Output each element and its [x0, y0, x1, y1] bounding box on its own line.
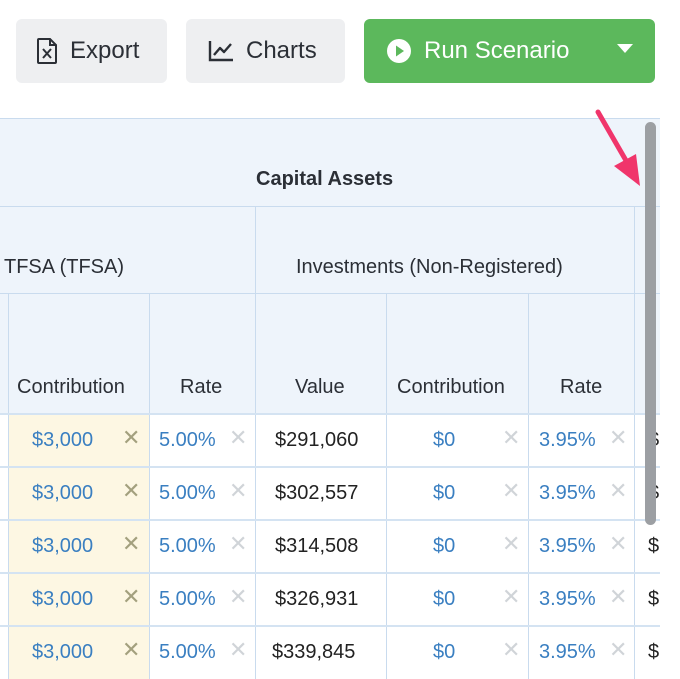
clear-icon[interactable]: ✕	[229, 584, 248, 609]
annotation-arrow-icon	[595, 109, 640, 186]
clear-icon[interactable]: ✕	[229, 531, 248, 556]
inv-rate-cell[interactable]: 3.95%	[539, 534, 596, 557]
clear-icon[interactable]: ✕	[502, 584, 521, 609]
tfsa-rate-cell[interactable]: 5.00%	[159, 428, 216, 451]
column-header-inv-rate[interactable]: Rate	[560, 376, 603, 398]
divider	[0, 413, 660, 415]
charts-label: Charts	[246, 37, 317, 64]
run-scenario-label: Run Scenario	[424, 37, 570, 64]
tfsa-contribution-cell[interactable]: $3,000	[32, 587, 94, 610]
tfsa-contribution-column-highlight	[8, 414, 149, 679]
clear-icon[interactable]: ✕	[122, 531, 141, 556]
inv-value-cell: $291,060	[275, 428, 359, 451]
divider	[0, 118, 660, 119]
caret-down-icon[interactable]	[617, 44, 633, 53]
clear-icon[interactable]: ✕	[229, 637, 248, 662]
clear-icon[interactable]: ✕	[609, 584, 628, 609]
divider	[0, 466, 660, 468]
next-column-cell: $	[648, 534, 660, 557]
clear-icon[interactable]: ✕	[609, 637, 628, 662]
inv-contribution-cell[interactable]: $0	[433, 587, 456, 610]
tfsa-contribution-cell[interactable]: $3,000	[32, 534, 94, 557]
tfsa-rate-cell[interactable]: 5.00%	[159, 534, 216, 557]
clear-icon[interactable]: ✕	[502, 425, 521, 450]
divider	[149, 293, 150, 679]
clear-icon[interactable]: ✕	[122, 425, 141, 450]
clear-icon[interactable]: ✕	[122, 584, 141, 609]
tfsa-contribution-cell[interactable]: $3,000	[32, 640, 94, 663]
divider	[0, 519, 660, 521]
next-column-cell: $	[648, 587, 660, 610]
divider	[634, 206, 635, 293]
export-label: Export	[70, 37, 140, 64]
clear-icon[interactable]: ✕	[502, 637, 521, 662]
column-header-row	[0, 293, 660, 414]
divider	[386, 293, 387, 679]
divider	[0, 625, 660, 627]
run-scenario-button[interactable]: Run Scenario	[364, 19, 655, 83]
clear-icon[interactable]: ✕	[609, 425, 628, 450]
divider	[0, 572, 660, 574]
divider	[0, 293, 660, 294]
tfsa-rate-cell[interactable]: 5.00%	[159, 481, 216, 504]
clear-icon[interactable]: ✕	[122, 478, 141, 503]
inv-contribution-cell[interactable]: $0	[433, 534, 456, 557]
export-button[interactable]: Export	[16, 19, 167, 83]
inv-contribution-cell[interactable]: $0	[433, 428, 456, 451]
divider	[255, 293, 256, 679]
divider	[0, 206, 660, 207]
inv-contribution-cell[interactable]: $0	[433, 481, 456, 504]
divider	[8, 293, 9, 679]
clear-icon[interactable]: ✕	[122, 637, 141, 662]
group-header-row	[0, 118, 660, 206]
group-header-capital-assets: Capital Assets	[256, 168, 394, 190]
line-chart-icon	[208, 40, 234, 62]
account-header-tfsa: TFSA (TFSA)	[4, 256, 124, 278]
column-header-tfsa-rate[interactable]: Rate	[180, 376, 223, 398]
tfsa-rate-cell[interactable]: 5.00%	[159, 587, 216, 610]
charts-button[interactable]: Charts	[186, 19, 345, 83]
tfsa-contribution-cell[interactable]: $3,000	[32, 481, 94, 504]
inv-rate-cell[interactable]: 3.95%	[539, 587, 596, 610]
projection-grid: Capital Assets TFSA (TFSA) Investments (…	[0, 118, 660, 679]
clear-icon[interactable]: ✕	[229, 478, 248, 503]
inv-value-cell: $314,508	[275, 534, 359, 557]
inv-value-cell: $302,557	[275, 481, 359, 504]
next-column-cell: $	[648, 640, 660, 663]
excel-file-icon	[36, 38, 58, 64]
play-circle-icon	[386, 38, 412, 64]
vertical-scrollbar[interactable]	[645, 122, 656, 525]
toolbar: Export Charts Run Scenario	[0, 0, 680, 110]
divider	[255, 206, 256, 293]
inv-value-cell: $339,845	[272, 640, 356, 663]
inv-rate-cell[interactable]: 3.95%	[539, 640, 596, 663]
inv-contribution-cell[interactable]: $0	[433, 640, 456, 663]
account-header-row	[0, 206, 660, 293]
clear-icon[interactable]: ✕	[229, 425, 248, 450]
clear-icon[interactable]: ✕	[502, 478, 521, 503]
inv-rate-cell[interactable]: 3.95%	[539, 428, 596, 451]
clear-icon[interactable]: ✕	[502, 531, 521, 556]
divider	[634, 293, 635, 679]
clear-icon[interactable]: ✕	[609, 531, 628, 556]
inv-rate-cell[interactable]: 3.95%	[539, 481, 596, 504]
column-header-inv-value[interactable]: Value	[295, 376, 345, 398]
divider	[528, 293, 529, 679]
account-header-investments: Investments (Non-Registered)	[296, 256, 563, 278]
tfsa-rate-cell[interactable]: 5.00%	[159, 640, 216, 663]
clear-icon[interactable]: ✕	[609, 478, 628, 503]
tfsa-contribution-cell[interactable]: $3,000	[32, 428, 94, 451]
column-header-inv-contribution[interactable]: Contribution	[397, 376, 505, 398]
inv-value-cell: $326,931	[275, 587, 359, 610]
column-header-tfsa-contribution[interactable]: Contribution	[17, 376, 125, 398]
